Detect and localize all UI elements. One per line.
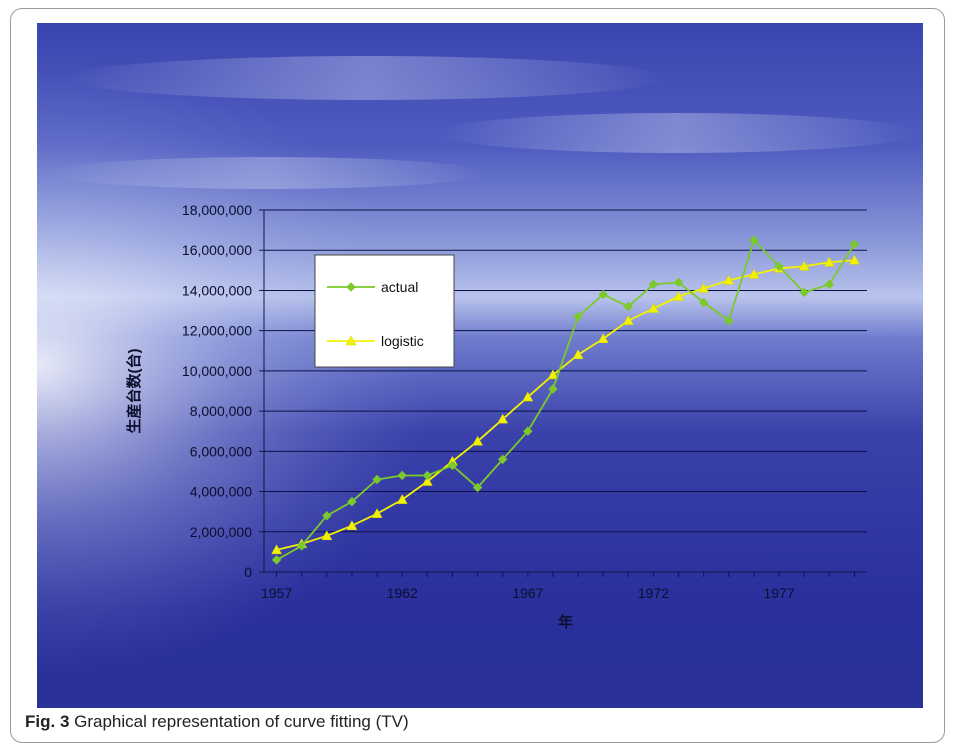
legend: actual logistic xyxy=(314,254,455,368)
y-tick-label: 10,000,000 xyxy=(182,363,252,379)
data-point-actual xyxy=(623,301,634,312)
data-point-logistic xyxy=(723,274,735,285)
figure-caption: Fig. 3 Graphical representation of curve… xyxy=(25,712,409,732)
data-point-actual xyxy=(497,454,508,465)
data-point-logistic xyxy=(497,413,509,424)
y-tick-label: 0 xyxy=(244,564,252,580)
legend-box xyxy=(314,254,455,368)
data-point-logistic xyxy=(522,391,534,402)
data-point-actual xyxy=(322,510,332,521)
data-point-actual xyxy=(698,297,709,308)
legend-label: logistic xyxy=(381,333,424,349)
series-line-logistic xyxy=(276,259,855,551)
data-point-logistic xyxy=(698,282,710,293)
data-point-actual xyxy=(774,261,784,272)
axes xyxy=(259,209,867,577)
chart: 0 2,000,000 4,000,000 6,000,000 8,000,000 10,… xyxy=(37,23,923,708)
data-point-actual xyxy=(724,315,734,326)
y-tick-label: 2,000,000 xyxy=(190,524,252,540)
figure-caption-label: Fig. 3 xyxy=(25,712,70,731)
figure-caption-text: Graphical representation of curve fittin… xyxy=(74,712,409,731)
x-tick-label: 1962 xyxy=(387,585,418,601)
y-tick-label: 18,000,000 xyxy=(182,202,252,218)
data-point-logistic xyxy=(673,290,684,301)
data-point-logistic xyxy=(648,303,659,313)
data-point-actual xyxy=(673,277,684,288)
x-tick-label: 1972 xyxy=(638,585,669,601)
data-point-logistic xyxy=(421,475,433,486)
data-point-logistic xyxy=(597,333,609,343)
data-point-actual xyxy=(447,460,458,471)
data-point-actual xyxy=(548,384,558,394)
data-point-logistic xyxy=(823,256,835,267)
data-point-logistic xyxy=(371,508,383,518)
data-point-logistic xyxy=(271,544,282,555)
y-tick-label: 8,000,000 xyxy=(190,403,252,419)
y-tick-label: 16,000,000 xyxy=(182,242,252,258)
data-point-actual xyxy=(573,311,583,322)
data-point-actual xyxy=(648,279,659,290)
data-point-actual xyxy=(271,555,282,565)
data-point-logistic xyxy=(622,315,634,325)
data-point-actual xyxy=(799,287,809,298)
data-point-actual xyxy=(422,470,433,481)
data-point-actual xyxy=(372,474,382,485)
data-point-actual xyxy=(472,482,483,493)
data-point-actual xyxy=(397,470,407,481)
y-axis-label: 生産台数(台) xyxy=(125,349,143,434)
legend-swatch-marker xyxy=(346,282,356,292)
background-glow xyxy=(37,23,923,708)
data-point-logistic xyxy=(472,435,483,446)
legend-label: actual xyxy=(381,279,418,295)
data-point-actual xyxy=(347,496,357,507)
x-tick-labels: 1957 1962 1967 1972 1977 xyxy=(261,585,795,601)
data-point-actual xyxy=(296,541,307,551)
y-tick-labels: 0 2,000,000 4,000,000 6,000,000 8,000,000 10,… xyxy=(182,202,252,580)
data-point-logistic xyxy=(572,349,584,360)
x-tick-label: 1967 xyxy=(512,585,543,601)
data-point-logistic xyxy=(321,530,333,541)
data-point-logistic xyxy=(798,260,810,271)
data-point-logistic xyxy=(346,520,358,530)
data-point-logistic xyxy=(547,369,559,380)
x-tick-label: 1957 xyxy=(261,585,292,601)
x-axis-label: 年 xyxy=(558,613,573,631)
data-point-logistic xyxy=(396,494,408,504)
data-point-logistic xyxy=(849,254,860,265)
data-point-actual xyxy=(598,289,608,300)
x-tick-label: 1977 xyxy=(763,585,794,601)
data-point-logistic xyxy=(748,268,760,279)
legend-swatch-marker xyxy=(345,335,357,346)
data-point-actual xyxy=(749,235,759,245)
y-tick-label: 12,000,000 xyxy=(182,323,252,339)
figure-frame: 0 2,000,000 4,000,000 6,000,000 8,000,000 10,… xyxy=(10,8,945,743)
series-actual xyxy=(271,235,860,565)
figure-image: 0 2,000,000 4,000,000 6,000,000 8,000,000 10,… xyxy=(37,23,923,708)
data-point-actual xyxy=(523,426,533,436)
series xyxy=(271,235,860,565)
data-point-actual xyxy=(849,239,860,249)
data-point-actual xyxy=(824,279,835,290)
y-tick-label: 6,000,000 xyxy=(190,443,252,459)
y-tick-label: 4,000,000 xyxy=(190,484,252,500)
series-line-actual xyxy=(276,239,856,561)
y-tick-label: 14,000,000 xyxy=(182,282,252,298)
